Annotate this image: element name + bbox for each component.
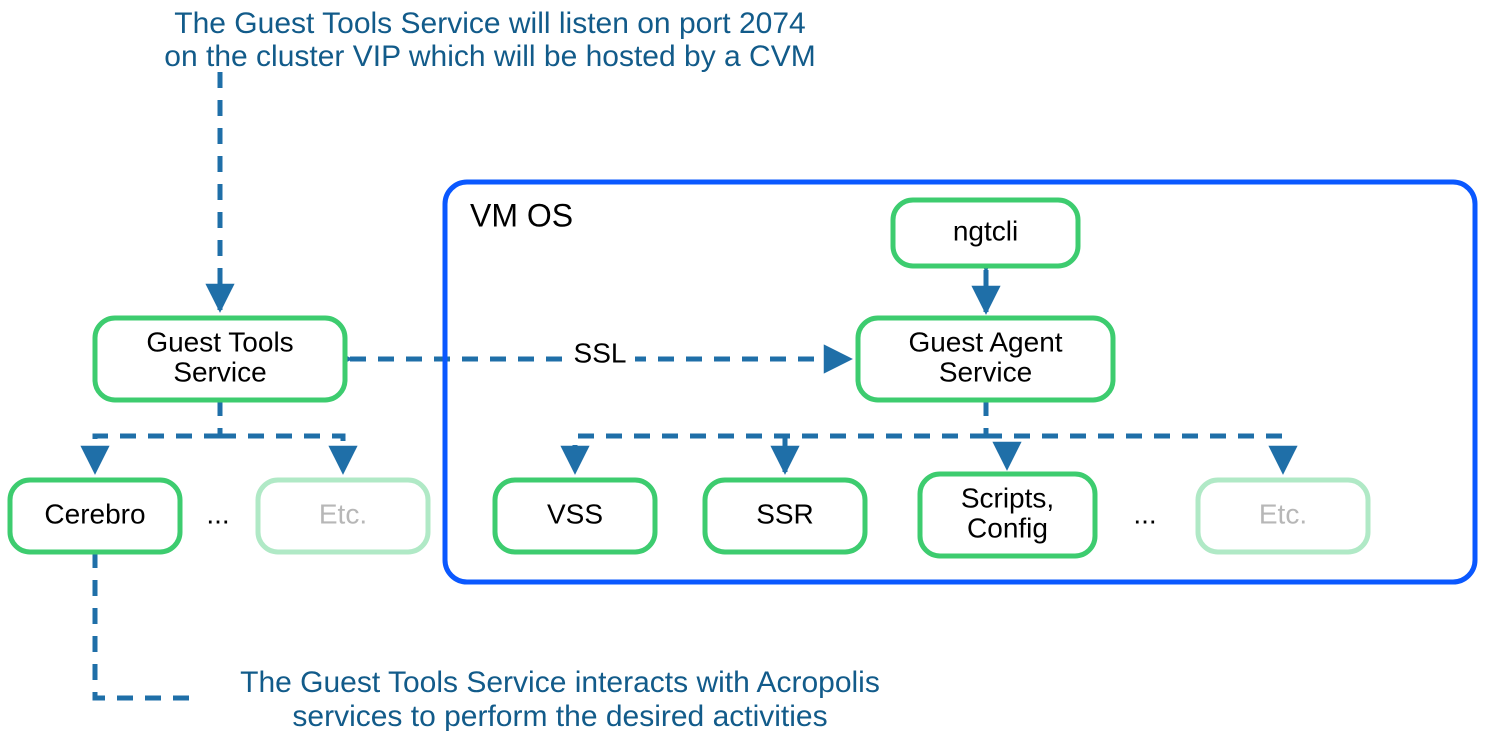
edge-gas-to-scripts: [986, 436, 1007, 468]
node-label-scripts_config-l0: Scripts,: [961, 482, 1054, 513]
edge-gas-to-etc: [986, 436, 1283, 472]
vm-os-title: VM OS: [470, 197, 573, 233]
node-label-etc_right: Etc.: [1259, 498, 1307, 529]
annotation-top-l0: The Guest Tools Service will listen on p…: [174, 7, 805, 40]
annotation-bottom-l0: The Guest Tools Service interacts with A…: [240, 666, 880, 699]
annotation-bottom-l1: services to perform the desired activiti…: [292, 700, 827, 731]
annotation-top-l1: on the cluster VIP which will be hosted …: [164, 40, 815, 73]
edge-label-ssl-link: SSL: [574, 337, 627, 368]
node-label-guest_tools_service-l0: Guest Tools: [146, 326, 293, 357]
node-label-guest_tools_service-l1: Service: [173, 356, 266, 387]
ellipsis-0: ...: [206, 498, 229, 529]
architecture-diagram: SSL VM OS Guest ToolsServiceCerebroEtc.n…: [0, 0, 1502, 731]
edge-split-to-etc: [220, 436, 343, 472]
node-label-scripts_config-l1: Config: [967, 512, 1048, 543]
node-label-guest_agent_service-l0: Guest Agent: [908, 326, 1062, 357]
node-label-etc_left: Etc.: [319, 498, 367, 529]
edge-gas-to-ssr: [785, 436, 986, 472]
node-label-ngtcli: ngtcli: [953, 215, 1018, 246]
node-label-guest_agent_service-l1: Service: [939, 356, 1032, 387]
edge-cerebro-to-anno: [95, 552, 190, 698]
edge-gas-to-vss: [575, 436, 986, 472]
node-label-vss: VSS: [547, 498, 603, 529]
edge-split-to-cerebro: [95, 436, 220, 472]
node-label-cerebro: Cerebro: [44, 498, 145, 529]
node-label-ssr: SSR: [756, 498, 814, 529]
ellipsis-1: ...: [1133, 498, 1156, 529]
